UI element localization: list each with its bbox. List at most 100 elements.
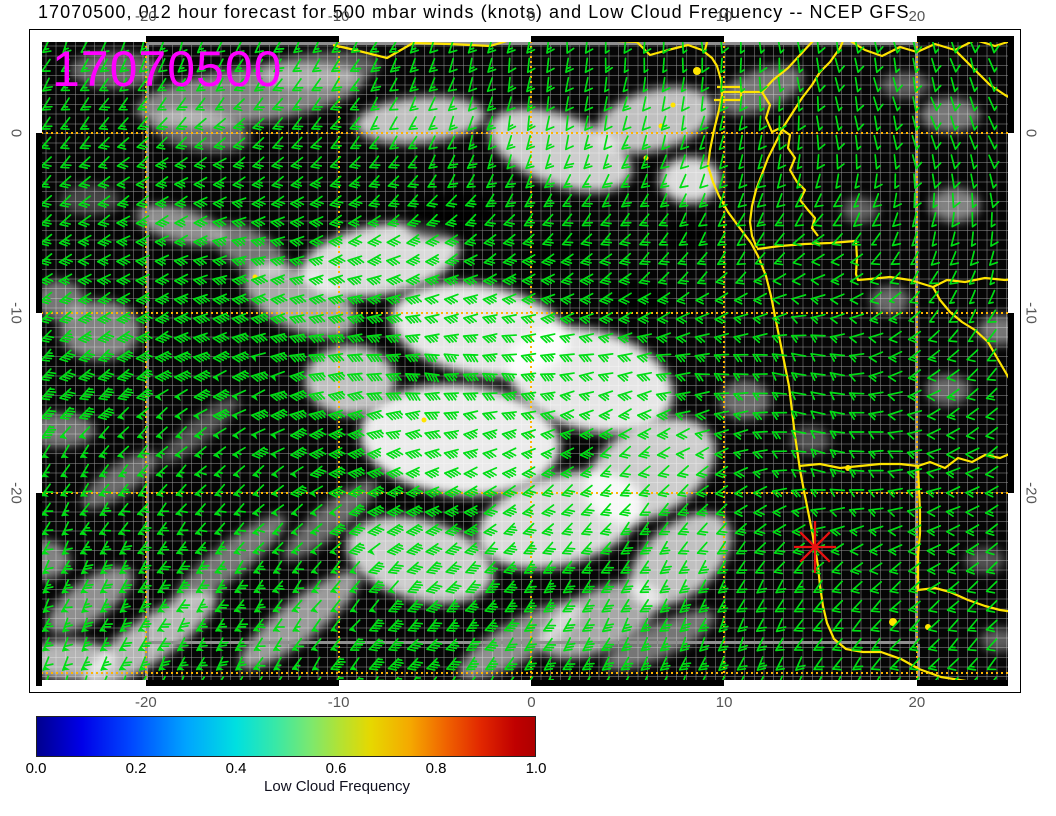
wind-barb: [97, 407, 115, 421]
wind-barb: [98, 522, 112, 536]
wind-barb: [175, 426, 187, 440]
wind-barb: [213, 117, 226, 131]
wind-barb: [100, 598, 112, 613]
wind-barb: [119, 559, 131, 575]
wind-barb: [135, 273, 150, 286]
wind-barb: [155, 157, 169, 170]
wind-barb: [192, 332, 211, 344]
wind-barb: [174, 195, 188, 209]
wind-barb: [98, 387, 115, 401]
wind-barb: [61, 502, 70, 517]
border-strip-segment-v: [1008, 313, 1014, 494]
wind-barb: [59, 329, 74, 343]
coastline-path: [916, 465, 1014, 614]
wind-barb: [157, 579, 171, 594]
graticule-parallel: [36, 312, 1014, 315]
wind-barb: [212, 255, 228, 267]
border-strip-segment-h: [724, 36, 917, 42]
wind-barb: [156, 522, 170, 536]
wind-barb: [212, 157, 227, 170]
wind-barb: [155, 407, 168, 421]
coastline-path: [761, 91, 819, 237]
wind-barb: [115, 235, 131, 247]
wind-barb: [97, 175, 111, 189]
wind-barb: [116, 254, 131, 267]
wind-barb: [100, 656, 112, 671]
wind-barb: [40, 348, 55, 362]
wind-barb: [176, 521, 189, 536]
wind-barb: [156, 560, 172, 575]
border-strip-segment-h: [531, 36, 725, 42]
graticule-parallel: [36, 672, 1014, 675]
wind-barb: [155, 176, 169, 189]
wind-barb: [118, 97, 129, 111]
wind-barb: [97, 136, 110, 150]
wind-barb: [41, 425, 57, 439]
wind-barb: [78, 426, 91, 440]
wind-barb: [194, 465, 207, 479]
wind-barb: [59, 406, 76, 420]
wind-barb: [196, 560, 210, 574]
graticule-meridian: [530, 36, 533, 686]
wind-barb: [99, 637, 112, 652]
island-dot: [421, 417, 427, 423]
wind-barb: [58, 253, 73, 266]
graticule-meridian: [337, 36, 340, 686]
wind-barb: [173, 370, 192, 382]
wind-barb: [41, 116, 53, 130]
wind-barb: [79, 97, 92, 111]
wind-barb: [156, 136, 168, 150]
wind-barb: [137, 78, 148, 92]
left-axis-tick-label: -20: [7, 482, 25, 504]
wind-barb: [154, 195, 169, 209]
wind-barb: [99, 618, 114, 632]
cloud-blob: [60, 185, 120, 215]
wind-barb: [78, 195, 91, 208]
wind-barb: [61, 656, 73, 671]
border-strip-segment-v: [1008, 133, 1014, 314]
wind-barb: [40, 406, 57, 420]
wind-barb: [98, 464, 109, 478]
wind-barb: [176, 579, 191, 594]
wind-barb: [138, 637, 152, 652]
wind-barb: [40, 136, 52, 150]
wind-barb: [41, 444, 51, 459]
wind-barb: [59, 349, 76, 363]
right-axis-tick-label: 0: [1022, 128, 1040, 138]
wind-barb: [119, 617, 133, 633]
wind-barb: [119, 58, 129, 73]
wind-barb: [176, 656, 189, 671]
wind-barb: [79, 77, 90, 92]
wind-barb: [155, 215, 170, 228]
wind-barb: [135, 176, 150, 189]
wind-barb: [157, 618, 172, 632]
wind-barb: [98, 445, 110, 459]
wind-barb: [78, 406, 96, 420]
wind-barb: [137, 483, 148, 497]
wind-barb: [154, 311, 170, 324]
wind-barb: [41, 58, 51, 72]
wind-barb: [156, 117, 168, 131]
wind-barb: [212, 176, 227, 189]
map-area: 17070500: [36, 36, 1014, 686]
wind-barb: [154, 235, 170, 247]
wind-barb: [193, 196, 208, 209]
wind-barb: [116, 311, 131, 324]
wind-barb: [157, 77, 167, 92]
wind-barb: [41, 521, 54, 536]
wind-barb: [41, 97, 53, 111]
wind-barb: [139, 57, 149, 73]
wind-barb: [61, 579, 73, 594]
cloud-blob: [920, 98, 980, 132]
wind-barb: [96, 254, 111, 267]
wind-barb: [192, 255, 208, 267]
wind-barb: [117, 426, 130, 440]
wind-barb: [78, 156, 91, 170]
wind-barb: [176, 97, 188, 111]
border-strip-segment-h: [724, 680, 917, 686]
wind-barb: [154, 370, 172, 382]
wind-barb: [154, 254, 170, 267]
wind-barb: [42, 598, 54, 614]
wind-barb: [80, 444, 90, 459]
wind-barb: [118, 522, 131, 536]
